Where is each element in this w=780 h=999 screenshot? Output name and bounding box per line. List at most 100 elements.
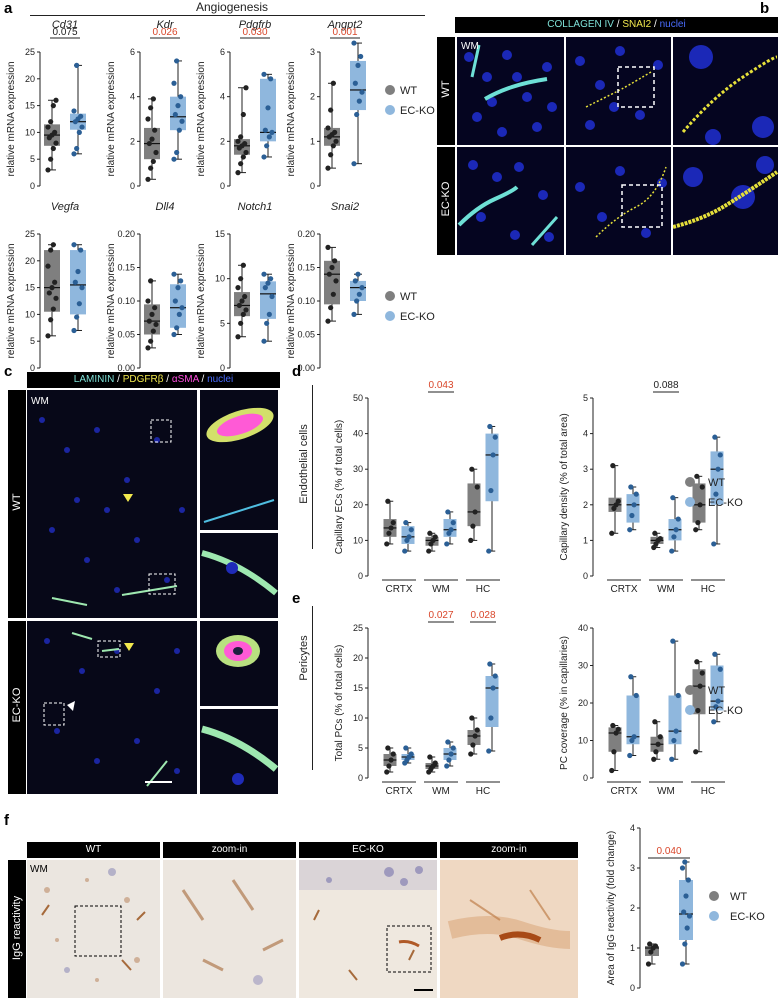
ko-point — [261, 338, 267, 344]
y-axis-label: Capillary density (% of total area) — [559, 413, 570, 560]
ko-box — [710, 451, 724, 505]
ko-point — [356, 291, 362, 297]
wt-point — [333, 278, 339, 284]
ko-point — [406, 534, 412, 540]
panel-label-e: e — [292, 590, 301, 607]
chart-pc-coverage: 0 10 20 30 40 PC coverage (% in capillaries) C… — [559, 623, 725, 797]
arrowhead-yellow — [124, 643, 134, 651]
ko-point — [358, 53, 364, 60]
p-value: 0.028 — [470, 610, 495, 621]
wt-point — [694, 659, 700, 665]
wt-point — [385, 498, 391, 504]
legend-wt-marker — [709, 891, 719, 901]
wt-point — [329, 264, 335, 271]
micrograph-c-wt-zoom2 — [200, 533, 278, 618]
chart-vegfa: 0 5 10 15 20 25 relative mRNA expression Vegfa — [6, 201, 86, 373]
y-tick-label: 30 — [353, 464, 363, 474]
legend-ko-label: EC-KO — [400, 311, 435, 323]
panel-label-c: c — [4, 363, 13, 380]
ko-point — [669, 756, 675, 762]
panel-label-b: b — [760, 0, 770, 17]
wt-point — [242, 140, 248, 147]
ko-box — [70, 250, 86, 315]
ko-box — [626, 494, 640, 523]
p-value: 0.088 — [653, 380, 678, 391]
ko-point — [264, 143, 270, 149]
asma-label: αSMA — [171, 374, 199, 385]
ko-box — [350, 60, 366, 111]
y-tick-label: 10 — [25, 127, 35, 137]
ko-point — [171, 156, 177, 162]
wt-point — [699, 670, 705, 676]
wt-point — [146, 140, 152, 147]
y-tick-label: 20 — [353, 653, 363, 663]
wt-point — [152, 305, 158, 311]
panel-c-row-ko-label: EC-KO — [8, 621, 26, 794]
wt-point — [238, 134, 244, 140]
wt-point — [332, 258, 338, 264]
chart-title: Snai2 — [331, 201, 359, 213]
chart-total-pcs: 0 5 10 15 20 25 Total PCs (% of total cells) CR… — [334, 610, 500, 797]
wt-point — [330, 291, 336, 297]
wt-point — [469, 715, 475, 721]
ko-point — [717, 666, 723, 672]
ko-box — [350, 280, 366, 301]
y-tick-label: 5 — [30, 336, 35, 346]
wt-point — [53, 140, 59, 146]
sep: / — [163, 374, 172, 385]
ko-point — [486, 748, 492, 754]
row-label: EC-KO — [11, 687, 23, 723]
wt-point — [472, 509, 478, 515]
panel-f-header-ko: EC-KO — [299, 842, 437, 858]
wt-point — [145, 345, 151, 351]
ko-point — [71, 327, 77, 334]
micrograph-b-ko-collagen — [457, 147, 564, 255]
ko-point — [178, 278, 184, 284]
micrograph-c-ko-zoom1 — [200, 621, 278, 706]
zoom-box — [621, 184, 663, 228]
wt-point — [46, 290, 52, 296]
wt-point — [149, 136, 155, 142]
micrograph-c-wt-zoom1 — [200, 390, 278, 530]
wt-point — [609, 530, 615, 536]
wt-point — [240, 311, 246, 317]
legend-ko-label: EC-KO — [708, 497, 743, 509]
ko-point — [179, 118, 185, 124]
wt-point — [610, 722, 616, 729]
y-tick-label: 30 — [578, 661, 588, 671]
wt-point — [652, 530, 658, 536]
panel-label-a: a — [4, 0, 13, 17]
panel-b-row-ko-label: EC-KO — [437, 147, 455, 255]
wt-point — [648, 949, 654, 955]
ko-point — [627, 752, 633, 759]
sep: / — [198, 374, 208, 385]
angiogenesis-divider — [30, 15, 425, 16]
ko-point — [490, 452, 496, 458]
micrograph-c-ko-zoom2 — [200, 709, 278, 794]
wt-point — [238, 161, 244, 167]
wt-point — [242, 293, 248, 300]
y-tick-label: 3 — [583, 464, 588, 474]
category-label: HC — [701, 584, 715, 595]
ko-point — [175, 103, 181, 109]
wt-point — [52, 279, 58, 285]
wt-point — [148, 278, 154, 284]
y-tick-label: 0 — [30, 181, 35, 191]
ko-point — [75, 268, 81, 275]
p-value: 0.001 — [332, 27, 357, 38]
wt-point — [48, 247, 54, 253]
chart-title: Pdgfrb — [239, 19, 271, 31]
ko-point — [631, 502, 637, 508]
ko-point — [715, 466, 721, 472]
y-tick-label: 10 — [215, 274, 225, 284]
category-label: CRTX — [610, 786, 637, 797]
micrograph-b-wt-collagen: WM — [457, 37, 564, 145]
legend-d: WT EC-KO — [685, 477, 743, 509]
wt-point — [238, 276, 244, 282]
y-tick-label: 20 — [25, 74, 35, 84]
wt-box — [324, 260, 340, 305]
wt-point — [657, 734, 663, 740]
chart-title: Vegfa — [51, 201, 79, 213]
ko-point — [265, 280, 271, 286]
ko-point — [444, 541, 450, 547]
